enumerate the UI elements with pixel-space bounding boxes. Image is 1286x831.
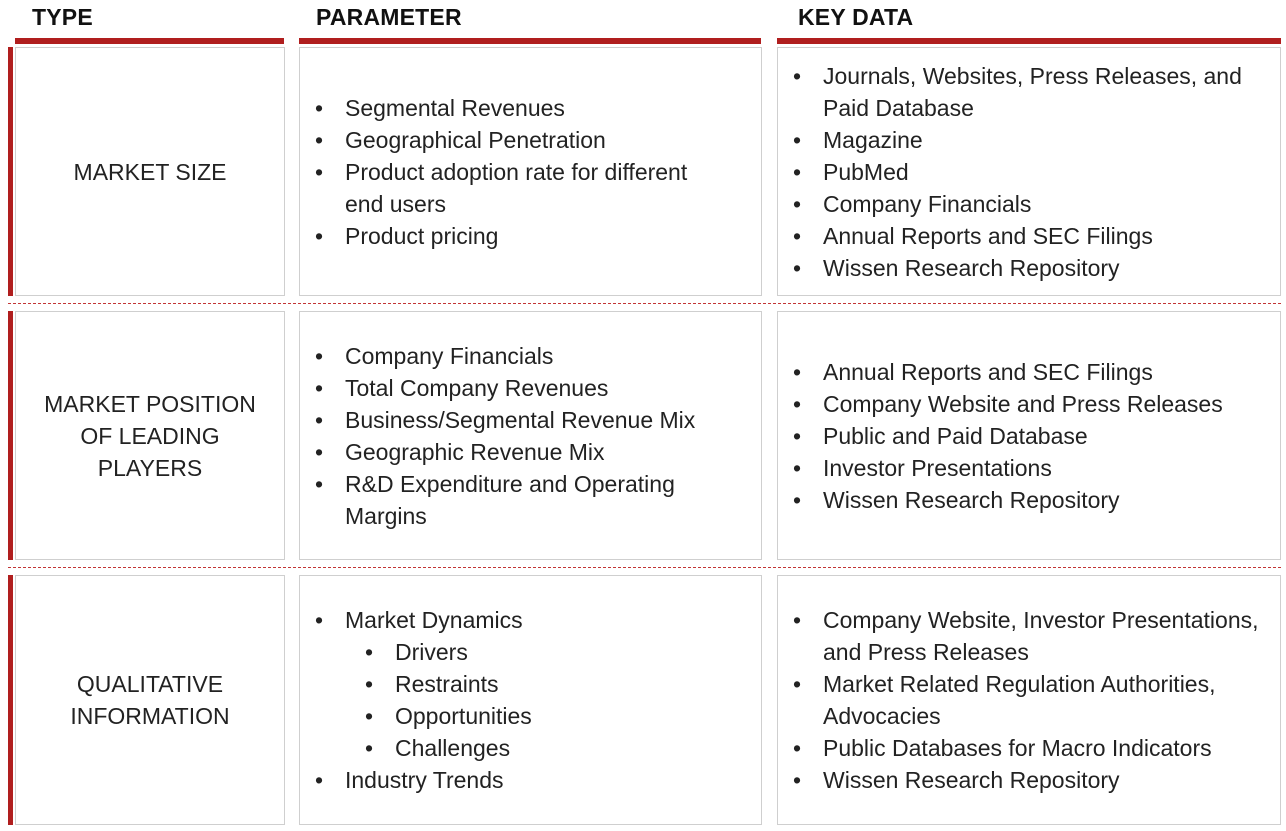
parameter-item: Business/Segmental Revenue Mix [315, 404, 725, 436]
key-data-item: PubMed [793, 156, 1263, 188]
header-type-underline [15, 38, 284, 44]
key-data-item: Company Website, Investor Presentations,… [793, 604, 1263, 668]
key-data-item: Company Financials [793, 188, 1263, 220]
header-parameter-underline [299, 38, 761, 44]
sub-parameter-group: Drivers Restraints Opportunities Challen… [315, 636, 725, 764]
parameter-cell: Segmental Revenues Geographical Penetrat… [299, 47, 762, 296]
row-separator [8, 567, 1281, 568]
parameter-cell: Market Dynamics Drivers Restraints Oppor… [299, 575, 762, 825]
parameter-item: Total Company Revenues [315, 372, 725, 404]
key-data-item: Public Databases for Macro Indicators [793, 732, 1263, 764]
key-data-item: Investor Presentations [793, 452, 1263, 484]
parameter-item: Segmental Revenues [315, 92, 725, 124]
key-data-item: Company Website and Press Releases [793, 388, 1263, 420]
header-key-data: KEY DATA [798, 4, 914, 30]
key-data-item: Wissen Research Repository [793, 484, 1263, 516]
row-accent-bar [8, 47, 13, 296]
key-data-item: Magazine [793, 124, 1263, 156]
type-label: QUALITATIVE INFORMATION [70, 671, 230, 729]
key-data-item: Wissen Research Repository [793, 764, 1263, 796]
parameter-item: Industry Trends [315, 764, 725, 796]
parameter-item-label: Market Dynamics [345, 607, 523, 633]
parameter-item: Market Dynamics [315, 604, 725, 636]
parameter-list: Company Financials Total Company Revenue… [315, 340, 725, 532]
sub-parameter-item: Opportunities [365, 700, 725, 732]
parameter-list: Segmental Revenues Geographical Penetrat… [315, 92, 725, 252]
parameter-list: Market Dynamics Drivers Restraints Oppor… [315, 604, 725, 796]
sub-parameter-item: Challenges [365, 732, 725, 764]
row-qualitative-information: QUALITATIVE INFORMATION Market Dynamics … [0, 575, 1286, 825]
sub-parameter-item: Drivers [365, 636, 725, 668]
row-accent-bar [8, 575, 13, 825]
key-data-list: Annual Reports and SEC Filings Company W… [793, 356, 1263, 516]
key-data-item: Annual Reports and SEC Filings [793, 356, 1263, 388]
parameter-item: Product pricing [315, 220, 725, 252]
row-separator [8, 303, 1281, 304]
sub-parameter-item: Restraints [365, 668, 725, 700]
type-cell: QUALITATIVE INFORMATION [15, 575, 285, 825]
type-label: MARKET SIZE [73, 158, 227, 185]
header-key-data-underline [777, 38, 1281, 44]
key-data-item: Public and Paid Database [793, 420, 1263, 452]
key-data-list: Company Website, Investor Presentations,… [793, 604, 1263, 796]
key-data-list: Journals, Websites, Press Releases, and … [793, 60, 1263, 284]
row-accent-bar [8, 311, 13, 560]
key-data-item: Annual Reports and SEC Filings [793, 220, 1263, 252]
type-cell: MARKET SIZE [15, 47, 285, 296]
parameter-item: Geographic Revenue Mix [315, 436, 725, 468]
key-data-item: Journals, Websites, Press Releases, and … [793, 60, 1263, 124]
sub-parameter-list: Drivers Restraints Opportunities Challen… [315, 636, 725, 764]
parameter-cell: Company Financials Total Company Revenue… [299, 311, 762, 560]
parameter-item: R&D Expenditure and Operating Margins [315, 468, 725, 532]
parameter-item: Product adoption rate for different end … [315, 156, 725, 220]
key-data-item: Market Related Regulation Authorities, A… [793, 668, 1263, 732]
type-cell: MARKET POSITION OF LEADING PLAYERS [15, 311, 285, 560]
type-label: MARKET POSITION OF LEADING PLAYERS [44, 390, 256, 481]
key-data-cell: Company Website, Investor Presentations,… [777, 575, 1281, 825]
header-parameter: PARAMETER [316, 4, 462, 30]
key-data-item: Wissen Research Repository [793, 252, 1263, 284]
header-type: TYPE [32, 4, 93, 30]
row-market-size: MARKET SIZE Segmental Revenues Geographi… [0, 47, 1286, 296]
key-data-cell: Annual Reports and SEC Filings Company W… [777, 311, 1281, 560]
parameter-item: Company Financials [315, 340, 725, 372]
row-market-position: MARKET POSITION OF LEADING PLAYERS Compa… [0, 311, 1286, 560]
key-data-cell: Journals, Websites, Press Releases, and … [777, 47, 1281, 296]
parameter-item: Geographical Penetration [315, 124, 725, 156]
